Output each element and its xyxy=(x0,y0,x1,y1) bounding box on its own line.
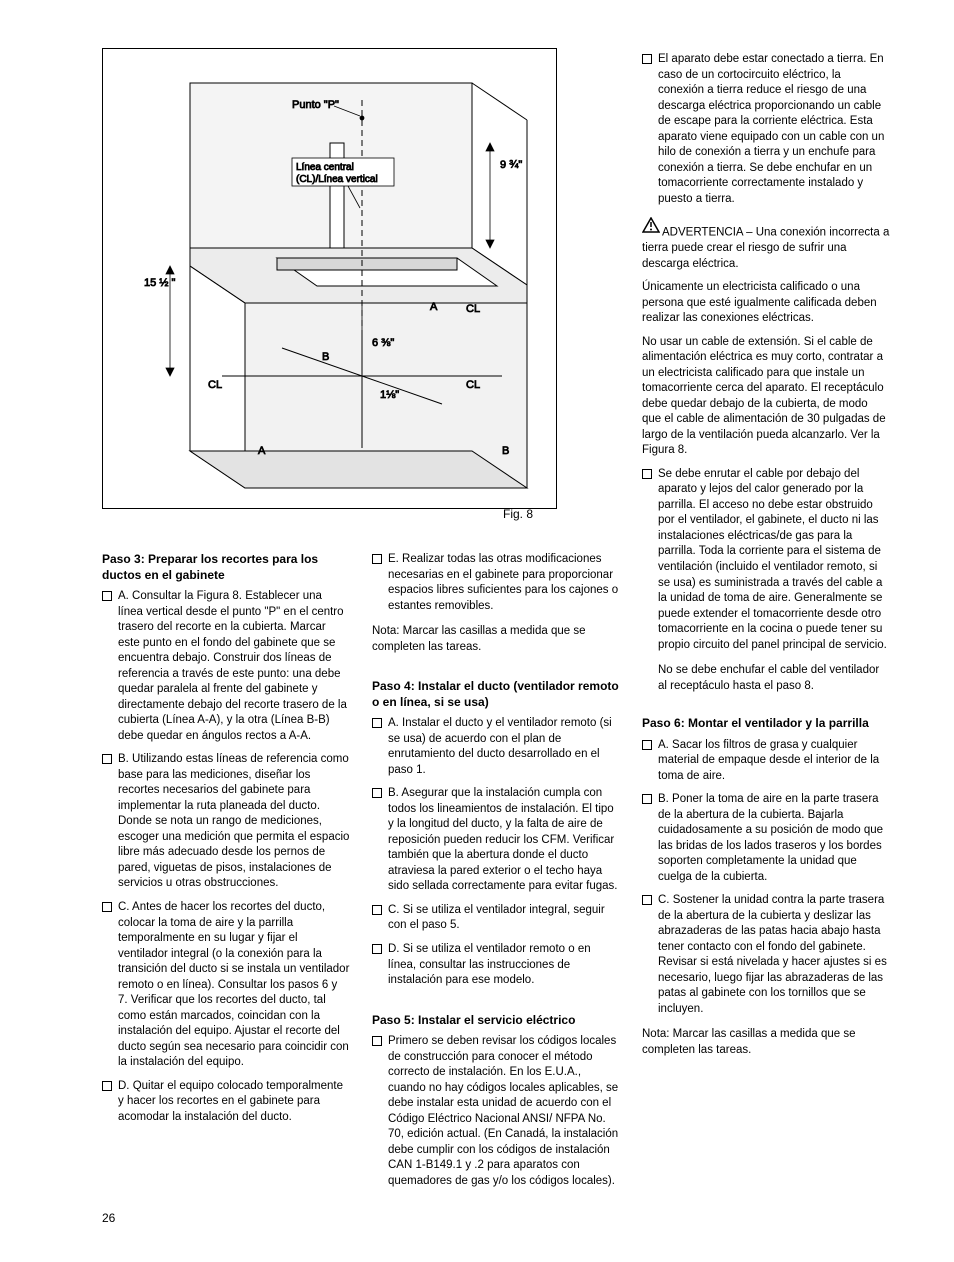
column-1: Paso 3: Preparar los recortes para los d… xyxy=(102,552,350,1199)
label-linea-central-1: Línea central xyxy=(296,162,354,173)
step4-item-d: D. Si se utiliza el ventilador remoto o … xyxy=(372,942,620,989)
step3-item-c: C. Antes de hacer los recortes del ducto… xyxy=(102,900,350,1071)
step6-item-a: A. Sacar los filtros de grasa y cualquie… xyxy=(642,738,890,785)
page-number: 26 xyxy=(102,1210,115,1226)
step3-item-b: B. Utilizando estas líneas de referencia… xyxy=(102,752,350,892)
mark-CL-right: CL xyxy=(466,379,480,391)
step3-item-d: D. Quitar el equipo colocado temporalmen… xyxy=(102,1079,350,1126)
mark-CL-left: CL xyxy=(208,379,222,391)
label-punto-p: Punto "P" xyxy=(292,99,339,111)
step3-heading: Paso 3: Preparar los recortes para los d… xyxy=(102,552,350,583)
label-linea-central-2: (CL)/Línea vertical xyxy=(296,174,378,185)
warning-text: ADVERTENCIA – Una conexión incorrecta a … xyxy=(642,227,889,270)
step5-item-1: Primero se deben revisar los códigos loc… xyxy=(372,1034,620,1189)
dim-1-18: 1⅛" xyxy=(380,389,399,401)
text-columns: Paso 3: Preparar los recortes para los d… xyxy=(102,552,878,1199)
mark-CL-top: CL xyxy=(466,303,480,315)
col3-list2: Se debe enrutar el cable por debajo del … xyxy=(642,467,890,653)
step6-item-b: B. Poner la toma de aire en la parte tra… xyxy=(642,792,890,885)
col3-no-enchufar: No se debe enchufar el cable del ventila… xyxy=(642,663,890,694)
col3-grounding: El aparato debe estar conectado a tierra… xyxy=(642,52,890,207)
step5-heading: Paso 5: Instalar el servicio eléctrico xyxy=(372,1013,620,1029)
step4-list: A. Instalar el ducto y el ventilador rem… xyxy=(372,716,620,988)
column-3: El aparato debe estar conectado a tierra… xyxy=(642,52,890,1199)
step4-item-b: B. Asegurar que la instalación cumpla co… xyxy=(372,786,620,895)
step3-item-a: A. Consultar la Figura 8. Establecer una… xyxy=(102,589,350,744)
figure-8-svg: Punto "P" Línea central (CL)/Línea verti… xyxy=(102,48,557,523)
step4-item-c: C. Si se utiliza el ventilador integral,… xyxy=(372,903,620,934)
col3-routing: Se debe enrutar el cable por debajo del … xyxy=(642,467,890,653)
mark-B-bottom: B xyxy=(502,445,509,457)
step3-item-e: E. Realizar todas las otras modificacion… xyxy=(372,552,620,614)
mark-A-bottom: A xyxy=(258,445,266,457)
dim-6-38: 6 ⅜" xyxy=(372,337,394,349)
step3-note: Nota: Marcar las casillas a medida que s… xyxy=(372,624,620,655)
step6-item-c: C. Sostener la unidad contra la parte tr… xyxy=(642,893,890,1017)
mark-A-top: A xyxy=(430,301,438,313)
step4-heading: Paso 4: Instalar el ducto (ventilador re… xyxy=(372,679,620,710)
step3-list-cont: E. Realizar todas las otras modificacion… xyxy=(372,552,620,614)
step5-list: Primero se deben revisar los códigos loc… xyxy=(372,1034,620,1189)
figure-8: Punto "P" Línea central (CL)/Línea verti… xyxy=(102,48,557,528)
mark-B-top: B xyxy=(322,351,329,363)
step6-list: A. Sacar los filtros de grasa y cualquie… xyxy=(642,738,890,1018)
dim-9-34: 9 ¾" xyxy=(500,159,522,171)
figure-caption: Fig. 8 xyxy=(503,506,533,522)
dim-15-12: 15 ½ " xyxy=(144,277,176,289)
col3-para2: No usar un cable de extensión. Si el cab… xyxy=(642,335,890,459)
col3-para1: Únicamente un electricista calificado o … xyxy=(642,280,890,327)
step3-list: A. Consultar la Figura 8. Establecer una… xyxy=(102,589,350,1125)
column-2: E. Realizar todas las otras modificacion… xyxy=(372,552,620,1199)
warning-block: ADVERTENCIA – Una conexión incorrecta a … xyxy=(642,217,890,272)
step6-note: Nota: Marcar las casillas a medida que s… xyxy=(642,1027,890,1058)
warning-icon xyxy=(642,217,660,239)
step4-item-a: A. Instalar el ducto y el ventilador rem… xyxy=(372,716,620,778)
col3-top-list: El aparato debe estar conectado a tierra… xyxy=(642,52,890,207)
step6-heading: Paso 6: Montar el ventilador y la parril… xyxy=(642,716,890,732)
